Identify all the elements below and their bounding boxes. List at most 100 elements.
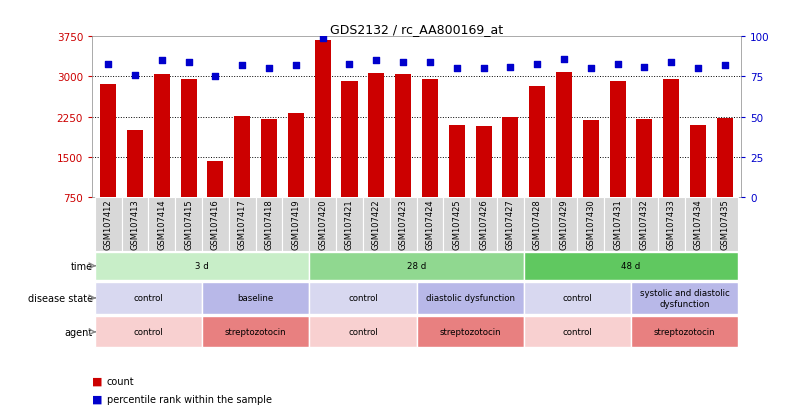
Bar [363, 197, 390, 251]
Bar [283, 197, 309, 251]
Bar [309, 282, 417, 314]
Point [343, 61, 356, 68]
Bar [524, 282, 631, 314]
Point [718, 63, 731, 69]
Text: control: control [134, 294, 163, 303]
Bar [309, 197, 336, 251]
Text: GSM107421: GSM107421 [345, 199, 354, 249]
Point [424, 59, 437, 66]
Point [263, 66, 276, 73]
Text: GSM107432: GSM107432 [640, 199, 649, 250]
Text: control: control [134, 328, 163, 337]
Bar [663, 80, 679, 237]
Bar [631, 197, 658, 251]
Point [665, 59, 678, 66]
Bar [202, 282, 309, 314]
Bar [95, 282, 202, 314]
Bar [690, 126, 706, 237]
Point [504, 64, 517, 71]
Bar [288, 114, 304, 237]
Text: GSM107418: GSM107418 [264, 199, 274, 250]
Point [155, 58, 168, 64]
Bar [180, 80, 197, 237]
Text: count: count [107, 376, 134, 386]
Text: diastolic dysfunction: diastolic dysfunction [425, 294, 514, 303]
Bar [127, 131, 143, 237]
Bar [631, 316, 739, 348]
Point [638, 64, 651, 71]
Bar [422, 80, 438, 237]
Bar [261, 120, 277, 237]
Text: GSM107428: GSM107428 [533, 199, 541, 250]
Bar [583, 121, 599, 237]
Title: GDS2132 / rc_AA800169_at: GDS2132 / rc_AA800169_at [330, 23, 503, 36]
Point [450, 66, 463, 73]
Text: time: time [70, 261, 93, 271]
Text: ■: ■ [92, 376, 103, 386]
Text: control: control [348, 328, 378, 337]
Bar [524, 197, 550, 251]
Text: systolic and diastolic
dysfunction: systolic and diastolic dysfunction [640, 289, 730, 308]
Bar [550, 197, 578, 251]
Point [396, 59, 409, 66]
Point [691, 66, 704, 73]
Text: GSM107435: GSM107435 [720, 199, 730, 250]
Bar [175, 197, 202, 251]
Point [235, 63, 248, 69]
Text: GSM107427: GSM107427 [506, 199, 515, 250]
Text: 48 d: 48 d [622, 262, 641, 271]
Text: GSM107416: GSM107416 [211, 199, 220, 250]
Text: ■: ■ [92, 394, 103, 404]
Bar [417, 282, 524, 314]
Point [182, 59, 195, 66]
Point [585, 66, 598, 73]
Bar [470, 197, 497, 251]
Bar [476, 126, 492, 237]
Bar [95, 316, 202, 348]
Bar [497, 197, 524, 251]
Bar [95, 197, 122, 251]
Bar [717, 119, 733, 237]
Bar [395, 75, 411, 237]
Bar [390, 197, 417, 251]
Text: control: control [348, 294, 378, 303]
Bar [229, 197, 256, 251]
Text: GSM107423: GSM107423 [399, 199, 408, 250]
Text: disease state: disease state [27, 293, 93, 303]
Text: streptozotocin: streptozotocin [225, 328, 287, 337]
Text: GSM107422: GSM107422 [372, 199, 380, 249]
Bar [417, 197, 443, 251]
Text: GSM107412: GSM107412 [103, 199, 113, 249]
Point [477, 66, 490, 73]
Bar [336, 197, 363, 251]
Text: GSM107426: GSM107426 [479, 199, 488, 250]
Text: GSM107431: GSM107431 [613, 199, 622, 250]
Text: GSM107420: GSM107420 [318, 199, 327, 249]
Bar [604, 197, 631, 251]
Bar [502, 117, 518, 237]
Bar [341, 81, 357, 237]
Text: GSM107415: GSM107415 [184, 199, 193, 249]
Bar [207, 161, 223, 237]
Text: streptozotocin: streptozotocin [654, 328, 715, 337]
Bar [417, 316, 524, 348]
Text: GSM107425: GSM107425 [453, 199, 461, 249]
Point [289, 63, 302, 69]
Text: GSM107413: GSM107413 [131, 199, 139, 250]
Bar [202, 197, 229, 251]
Bar [631, 282, 739, 314]
Bar [711, 197, 739, 251]
Text: control: control [562, 328, 592, 337]
Bar [309, 316, 417, 348]
Text: GSM107429: GSM107429 [559, 199, 569, 249]
Bar [202, 316, 309, 348]
Bar [578, 197, 604, 251]
Point [557, 56, 570, 63]
Text: control: control [562, 294, 592, 303]
Bar [443, 197, 470, 251]
Text: GSM107433: GSM107433 [666, 199, 676, 250]
Bar [368, 74, 384, 237]
Text: GSM107417: GSM107417 [238, 199, 247, 250]
Text: streptozotocin: streptozotocin [439, 328, 501, 337]
Text: baseline: baseline [238, 294, 274, 303]
